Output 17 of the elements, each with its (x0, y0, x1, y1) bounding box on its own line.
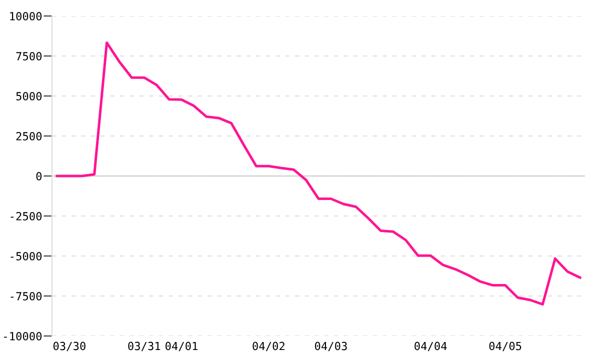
x-tick-label: 04/05 (489, 342, 522, 352)
x-tick-label: 04/03 (314, 342, 347, 352)
y-tick-label: 5000 (16, 92, 42, 100)
y-tick-label: -7500 (10, 292, 42, 300)
y-tick-label: 10000 (10, 12, 42, 20)
line-series (56, 41, 582, 306)
x-tick-label: 03/31 (128, 342, 160, 352)
y-tick-label: 0 (36, 172, 42, 180)
y-tick-label: -2500 (10, 212, 42, 220)
y-tick-label: 7500 (16, 52, 42, 60)
y-tick-label: -10000 (4, 332, 42, 340)
x-tick-label: 04/02 (252, 342, 284, 352)
y-tick-label: 2500 (16, 132, 42, 140)
y-tick-label: -5000 (10, 252, 42, 260)
x-tick-label: 04/04 (414, 342, 447, 352)
x-tick-label: 04/01 (166, 342, 198, 352)
x-tick-label: 03/30 (53, 342, 86, 352)
